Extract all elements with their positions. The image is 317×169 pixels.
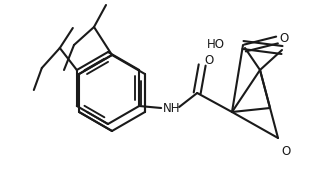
Text: O: O [281, 145, 290, 158]
Text: O: O [204, 54, 213, 66]
Text: HO: HO [207, 39, 225, 52]
Text: NH: NH [163, 102, 181, 115]
Text: O: O [279, 31, 288, 44]
